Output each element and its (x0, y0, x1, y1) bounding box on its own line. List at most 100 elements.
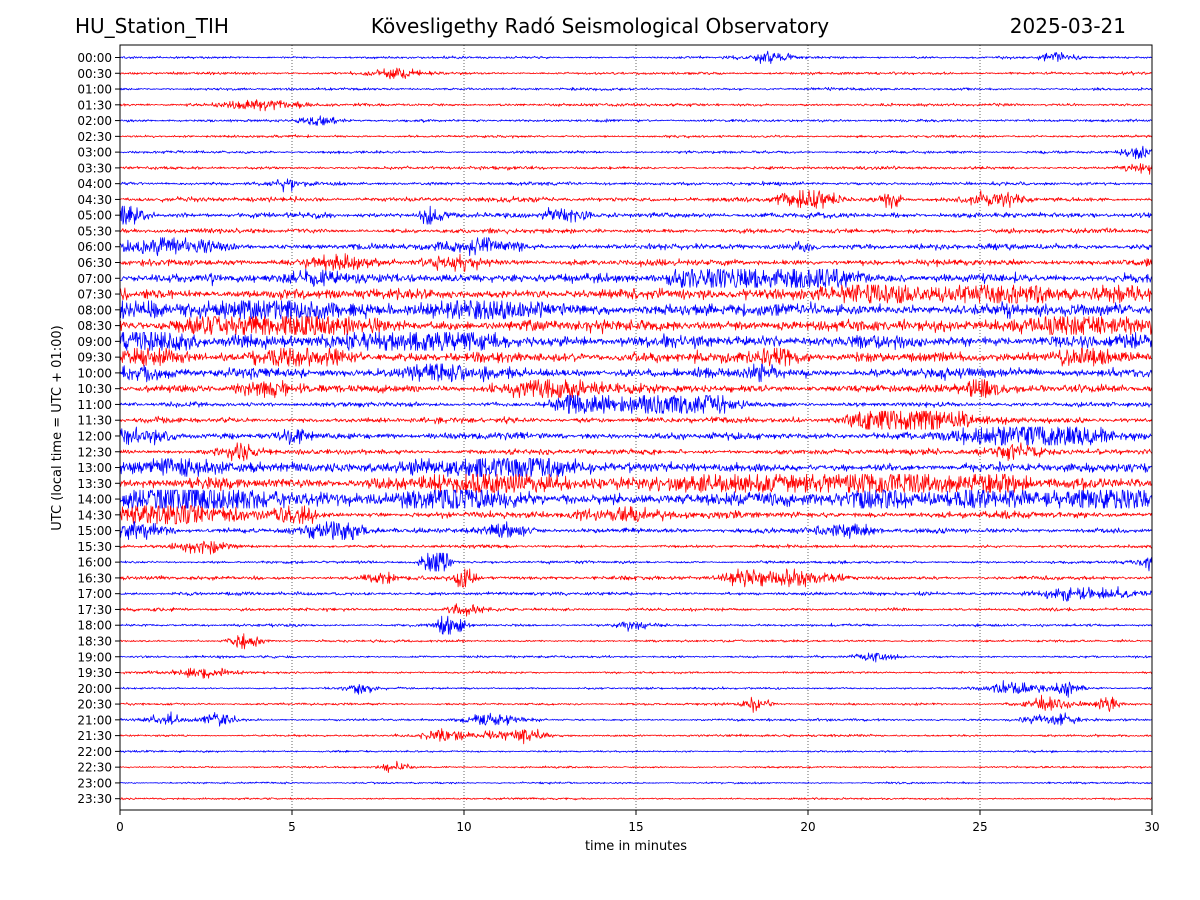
x-tick-label: 10 (456, 820, 471, 834)
station-name: HU_Station_TIH (75, 14, 229, 38)
x-tick-label: 15 (628, 820, 643, 834)
y-tick-label: 16:00 (77, 556, 112, 570)
trace-16:00 (119, 552, 1153, 572)
trace-12:00 (119, 426, 1153, 446)
trace-11:00 (119, 395, 1153, 414)
y-tick-label: 09:30 (77, 351, 112, 365)
trace-22:00 (119, 749, 1153, 754)
y-tick-label: 05:00 (77, 209, 112, 223)
record-date: 2025-03-21 (1009, 14, 1126, 38)
trace-15:00 (119, 521, 1153, 540)
y-tick-label: 23:30 (77, 792, 112, 806)
y-tick-label: 12:00 (77, 429, 112, 443)
trace-05:30 (119, 227, 1153, 235)
trace-13:30 (119, 473, 1153, 493)
trace-02:30 (119, 134, 1153, 139)
y-tick-label: 15:30 (77, 540, 112, 554)
trace-14:30 (119, 505, 1153, 525)
y-tick-label: 04:30 (77, 193, 112, 207)
y-tick-label: 08:00 (77, 303, 112, 317)
trace-10:00 (119, 363, 1153, 383)
trace-16:30 (119, 568, 1152, 588)
trace-11:30 (119, 410, 1153, 430)
y-tick-label: 13:00 (77, 461, 112, 475)
trace-18:30 (119, 633, 1153, 650)
x-tick-label: 30 (1144, 820, 1159, 834)
trace-04:00 (119, 178, 1153, 193)
plot-background (120, 45, 1152, 810)
trace-02:00 (119, 115, 1153, 126)
trace-06:30 (119, 253, 1153, 272)
trace-08:30 (119, 316, 1153, 335)
trace-19:00 (119, 652, 1153, 663)
y-tick-label: 20:00 (77, 682, 112, 696)
x-tick-label: 5 (288, 820, 296, 834)
y-tick-label: 10:30 (77, 382, 112, 396)
observatory-title: Kövesligethy Radó Seismological Observat… (370, 14, 830, 38)
trace-12:30 (119, 442, 1153, 462)
trace-09:30 (119, 347, 1153, 367)
y-tick-label: 23:00 (77, 776, 112, 790)
trace-09:00 (119, 332, 1153, 351)
trace-21:30 (119, 728, 1153, 745)
y-tick-label: 11:00 (77, 398, 112, 412)
trace-18:00 (119, 615, 1153, 635)
x-axis-ticks: 0 5 10 15 20 25 30 (116, 810, 1160, 834)
y-tick-label: 11:30 (77, 414, 112, 428)
y-tick-label: 02:00 (77, 114, 112, 128)
trace-06:00 (119, 237, 1153, 257)
y-tick-label: 06:30 (77, 256, 112, 270)
y-tick-label: 15:00 (77, 524, 112, 538)
trace-17:00 (119, 586, 1153, 602)
y-tick-label: 02:30 (77, 130, 112, 144)
trace-08:00 (119, 300, 1153, 320)
trace-19:30 (119, 667, 1153, 679)
y-tick-label: 20:30 (77, 698, 112, 712)
y-tick-label: 18:00 (77, 619, 112, 633)
y-tick-label: 06:00 (77, 240, 112, 254)
trace-20:30 (119, 694, 1153, 713)
y-tick-label: 14:00 (77, 493, 112, 507)
trace-01:00 (119, 87, 1153, 92)
y-tick-label: 07:30 (77, 288, 112, 302)
y-tick-label: 14:30 (77, 508, 112, 522)
trace-03:30 (119, 163, 1153, 175)
trace-23:00 (119, 781, 1153, 785)
trace-05:00 (119, 205, 1153, 225)
y-tick-label: 21:30 (77, 729, 112, 743)
trace-21:00 (119, 711, 1153, 727)
trace-13:00 (119, 458, 1153, 477)
y-tick-label: 10:00 (77, 366, 112, 380)
y-tick-label: 03:00 (77, 146, 112, 160)
y-tick-label: 08:30 (77, 319, 112, 333)
trace-10:30 (119, 379, 1153, 399)
y-tick-label: 09:00 (77, 335, 112, 349)
x-tick-label: 20 (800, 820, 815, 834)
y-tick-label: 12:30 (77, 445, 112, 459)
y-tick-label: 19:30 (77, 666, 112, 680)
trace-07:30 (119, 284, 1153, 304)
trace-14:00 (119, 489, 1153, 509)
y-tick-label: 01:30 (77, 98, 112, 112)
y-tick-label: 17:00 (77, 587, 112, 601)
trace-22:30 (119, 760, 1153, 773)
trace-23:30 (119, 797, 1153, 801)
y-tick-label: 19:00 (77, 650, 112, 664)
x-tick-label: 0 (116, 820, 124, 834)
x-tick-label: 25 (972, 820, 987, 834)
trace-17:30 (119, 603, 1153, 617)
y-tick-label: 05:30 (77, 224, 112, 238)
trace-20:00 (120, 680, 1153, 698)
y-tick-label: 03:30 (77, 161, 112, 175)
trace-07:00 (119, 268, 1153, 288)
y-tick-label: 00:30 (77, 67, 112, 81)
y-tick-label: 01:00 (77, 83, 112, 97)
trace-15:30 (119, 540, 1153, 555)
y-tick-label: 04:00 (77, 177, 112, 191)
y-tick-label: 21:00 (77, 713, 112, 727)
trace-04:30 (119, 190, 1153, 209)
y-tick-label: 18:30 (77, 634, 112, 648)
trace-01:30 (119, 99, 1153, 112)
